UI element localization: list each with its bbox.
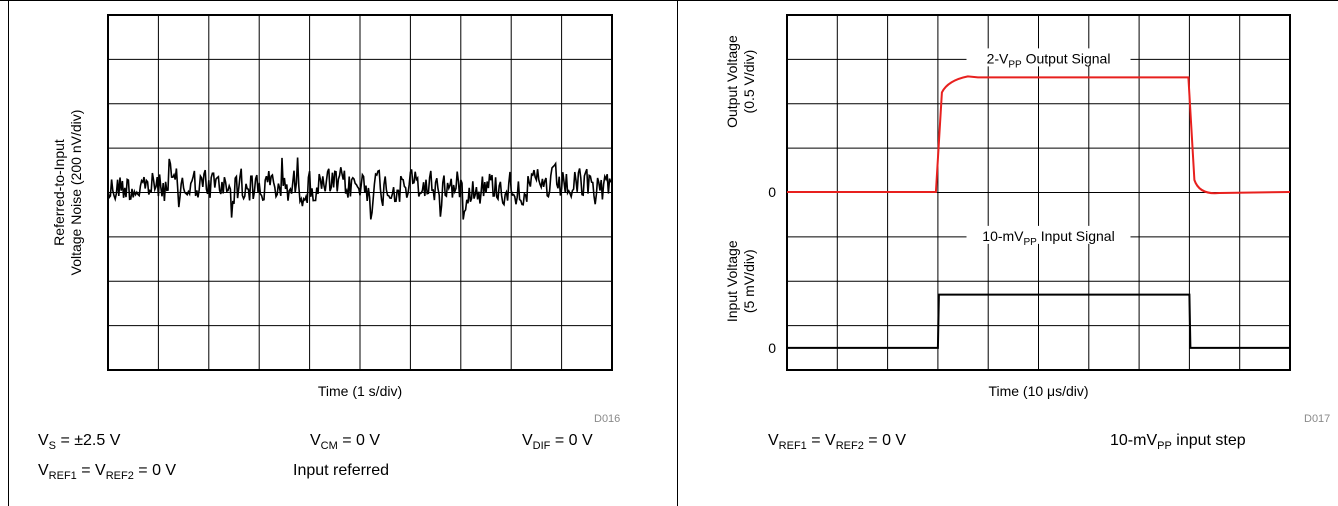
condition-vref: VREF1 = VREF2 = 0 V <box>768 432 907 453</box>
condition-vs: VS = ±2.5 V <box>38 432 121 453</box>
condition-vdif: VDIF = 0 V <box>522 432 593 453</box>
chart-id-label: D016 <box>594 413 621 425</box>
condition-vref: VREF1 = VREF2 = 0 V <box>38 462 177 483</box>
output-signal-label: 2-VPP Output Signal <box>987 50 1111 70</box>
step-response-chart-panel: Time (10 μs/div) Output Voltage (0.5 V/div… <box>678 0 1338 506</box>
center-divider <box>677 0 678 506</box>
output-signal-label-background <box>966 48 1131 67</box>
y-axis-label-line1: Referred-to-Input <box>51 139 67 246</box>
lower-y-axis-label-line2: (5 mV/div) <box>741 249 757 313</box>
upper-zero-tick: 0 <box>768 184 776 200</box>
top-border <box>0 0 1338 1</box>
chart-id-label: D017 <box>1304 413 1331 425</box>
x-axis-label: Time (10 μs/div) <box>988 383 1088 399</box>
y-axis-label-line2: Voltage Noise (200 nV/div) <box>68 110 84 276</box>
upper-y-axis-label-line1: Output Voltage <box>724 35 740 128</box>
condition-input-referred: Input referred <box>293 462 390 479</box>
input-signal-trace <box>787 293 1290 349</box>
left-border <box>8 0 9 506</box>
output-signal-trace <box>787 75 1291 195</box>
input-signal-label-background <box>966 225 1131 244</box>
upper-y-axis-label-line2: (0.5 V/div) <box>741 50 757 114</box>
lower-zero-tick: 0 <box>768 340 776 356</box>
condition-vcm: VCM = 0 V <box>310 432 381 453</box>
x-axis-label: Time (1 s/div) <box>318 383 402 399</box>
noise-chart: Time (1 s/div) Referred-to-Input Voltage N… <box>51 14 613 399</box>
condition-input-step: 10-mVPP input step <box>1110 432 1246 453</box>
noise-chart-panel: Time (1 s/div) Referred-to-Input Voltage N… <box>38 14 621 483</box>
input-signal-label: 10-mVPP Input Signal <box>982 228 1114 248</box>
lower-y-axis-label-line1: Input Voltage <box>724 240 740 322</box>
noise-trace <box>107 157 612 220</box>
step-response-chart: Time (10 μs/div) Output Voltage (0.5 V/div… <box>724 14 1291 399</box>
